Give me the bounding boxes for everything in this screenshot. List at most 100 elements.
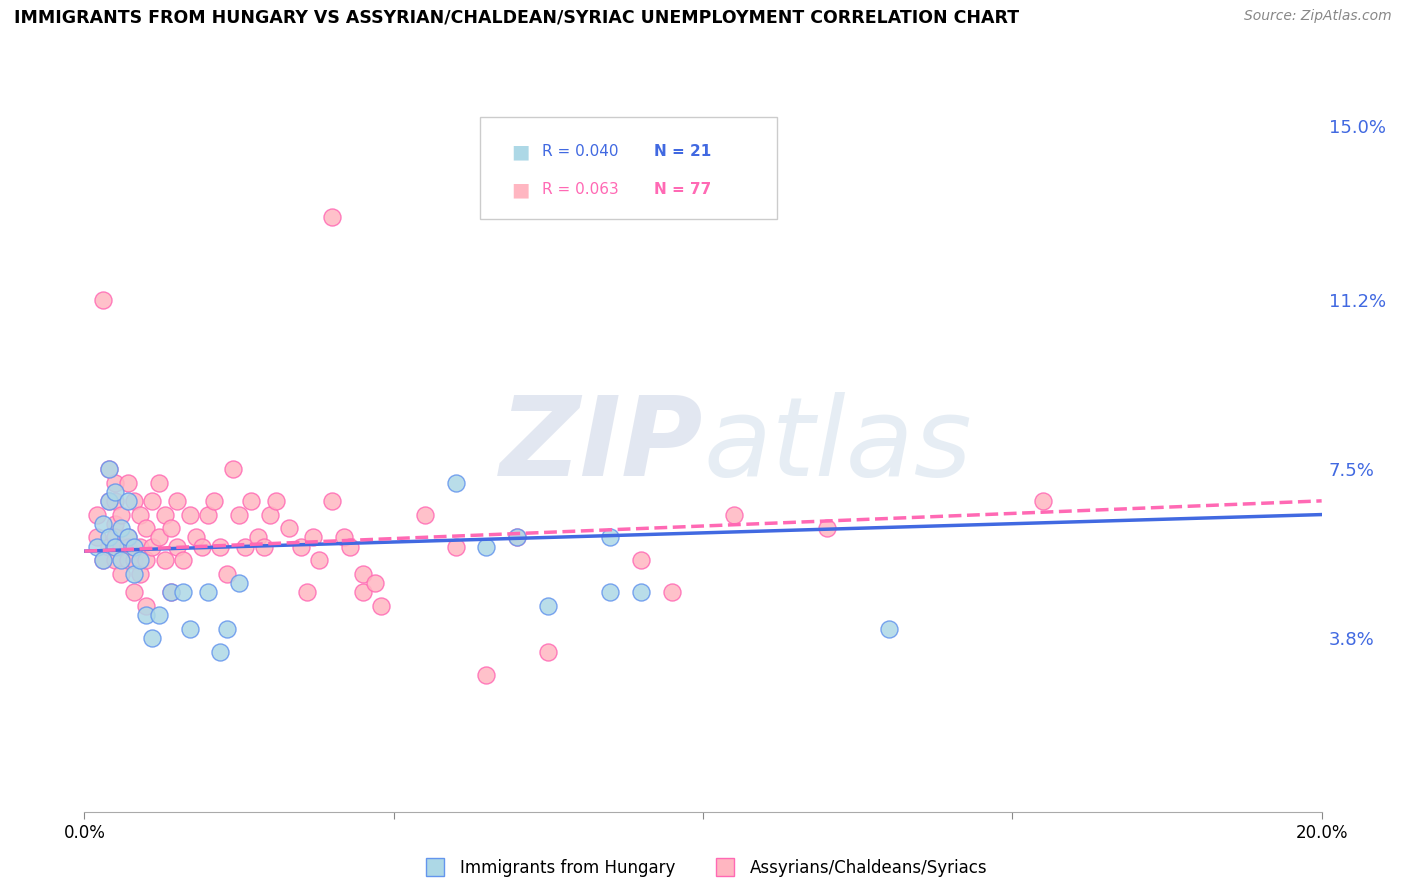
Point — [135, 599, 157, 613]
Point — [321, 493, 343, 508]
Point — [129, 553, 152, 567]
Point — [117, 475, 139, 490]
Point — [117, 493, 139, 508]
Point — [537, 599, 560, 613]
Point — [86, 508, 108, 522]
Point — [104, 540, 127, 554]
Point — [259, 508, 281, 522]
Point — [215, 622, 238, 636]
Point — [1032, 493, 1054, 508]
Text: atlas: atlas — [703, 392, 972, 500]
Text: N = 77: N = 77 — [654, 183, 711, 197]
Point — [153, 508, 176, 522]
Point — [191, 540, 214, 554]
Text: ■: ■ — [512, 180, 530, 200]
Point — [215, 567, 238, 582]
Text: IMMIGRANTS FROM HUNGARY VS ASSYRIAN/CHALDEAN/SYRIAC UNEMPLOYMENT CORRELATION CHA: IMMIGRANTS FROM HUNGARY VS ASSYRIAN/CHAL… — [14, 9, 1019, 27]
Point — [98, 540, 121, 554]
Point — [506, 530, 529, 544]
Point — [277, 521, 299, 535]
Point — [98, 493, 121, 508]
Point — [240, 493, 263, 508]
Point — [98, 530, 121, 544]
Point — [302, 530, 325, 544]
Point — [86, 530, 108, 544]
Point — [166, 493, 188, 508]
Point — [179, 508, 201, 522]
Point — [98, 462, 121, 476]
Point — [599, 585, 621, 599]
Point — [197, 585, 219, 599]
Point — [117, 540, 139, 554]
Point — [172, 553, 194, 567]
Point — [599, 530, 621, 544]
Point — [135, 608, 157, 623]
Point — [110, 521, 132, 535]
Legend: Immigrants from Hungary, Assyrians/Chaldeans/Syriacs: Immigrants from Hungary, Assyrians/Chald… — [412, 853, 994, 884]
Point — [179, 622, 201, 636]
Point — [129, 567, 152, 582]
Point — [264, 493, 287, 508]
Point — [98, 493, 121, 508]
Point — [166, 540, 188, 554]
Point — [160, 585, 183, 599]
Text: ZIP: ZIP — [499, 392, 703, 500]
Text: ■: ■ — [512, 143, 530, 161]
Point — [184, 530, 207, 544]
Point — [172, 585, 194, 599]
Point — [122, 585, 145, 599]
Point — [122, 540, 145, 554]
Point — [364, 576, 387, 591]
Point — [253, 540, 276, 554]
Point — [117, 553, 139, 567]
Point — [160, 585, 183, 599]
Point — [630, 585, 652, 599]
Point — [141, 631, 163, 645]
Point — [110, 567, 132, 582]
Point — [98, 462, 121, 476]
Point — [222, 462, 245, 476]
Point — [122, 567, 145, 582]
Point — [104, 484, 127, 499]
Point — [104, 553, 127, 567]
Point — [129, 540, 152, 554]
Point — [153, 553, 176, 567]
Point — [117, 530, 139, 544]
Point — [91, 293, 114, 307]
Point — [308, 553, 330, 567]
Text: R = 0.040: R = 0.040 — [543, 145, 619, 160]
Point — [209, 645, 232, 659]
Point — [148, 475, 170, 490]
FancyBboxPatch shape — [481, 117, 778, 219]
Point — [141, 493, 163, 508]
Point — [197, 508, 219, 522]
Point — [228, 508, 250, 522]
Point — [413, 508, 436, 522]
Point — [104, 516, 127, 531]
Point — [370, 599, 392, 613]
Point — [202, 493, 225, 508]
Point — [91, 516, 114, 531]
Point — [295, 585, 318, 599]
Point — [160, 521, 183, 535]
Point — [122, 493, 145, 508]
Text: R = 0.063: R = 0.063 — [543, 183, 619, 197]
Point — [91, 553, 114, 567]
Point — [110, 553, 132, 567]
Point — [290, 540, 312, 554]
Point — [135, 553, 157, 567]
Point — [321, 211, 343, 225]
Point — [630, 553, 652, 567]
Point — [148, 530, 170, 544]
Point — [475, 667, 498, 681]
Point — [246, 530, 269, 544]
Point — [333, 530, 356, 544]
Point — [339, 540, 361, 554]
Point — [661, 585, 683, 599]
Point — [209, 540, 232, 554]
Point — [723, 508, 745, 522]
Point — [537, 645, 560, 659]
Point — [352, 585, 374, 599]
Point — [148, 608, 170, 623]
Point — [104, 530, 127, 544]
